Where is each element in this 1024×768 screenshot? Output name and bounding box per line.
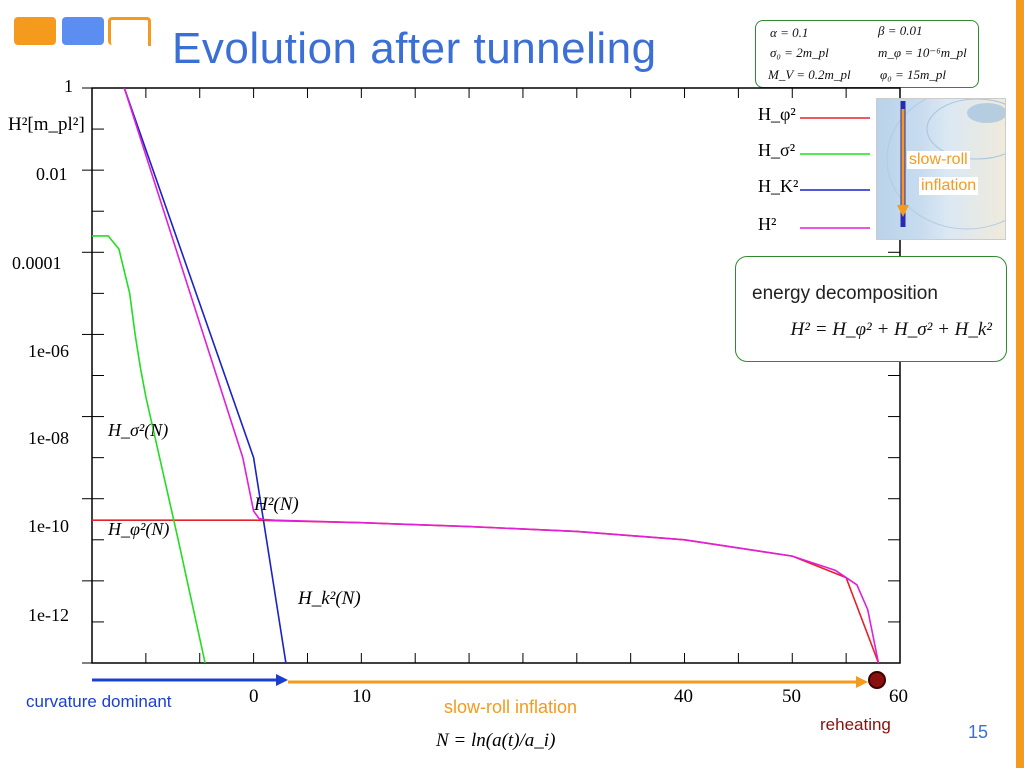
legend-swatches — [800, 117, 870, 229]
y-axis-label-text: H²[m_pl²] — [8, 114, 85, 135]
y-axis-label: H²[m_pl²] — [8, 114, 85, 136]
y-tick-1e-06: 1e-06 — [28, 341, 69, 361]
h-k-annotation: H_k²(N) — [298, 588, 361, 609]
x-tick-40: 40 — [674, 686, 693, 707]
slide-title: Evolution after tunneling — [172, 24, 657, 73]
param-mphi: m_φ = 10⁻⁶m_pl — [878, 45, 967, 60]
x-tick-10: 10 — [352, 686, 371, 707]
param-beta: β = 0.01 — [878, 23, 923, 38]
legend-label-h-sigma: H_σ² — [758, 140, 796, 160]
legend-label-h-k: H_K² — [758, 176, 799, 196]
y-tick-1e-08: 1e-08 — [28, 428, 69, 448]
series-line-h-total — [123, 88, 880, 663]
param-mv: M_V = 0.2m_pl — [768, 67, 851, 82]
slow-roll-label: slow-roll inflation — [444, 697, 578, 717]
y-tick-0.01: 0.01 — [36, 164, 68, 184]
energy-decomposition-box: energy decomposition H² = H_φ² + H_σ² + … — [735, 256, 1007, 362]
slow-roll-arrowhead — [856, 676, 868, 688]
h-total-annotation: H²(N) — [254, 494, 299, 515]
decor-block-orange — [14, 17, 56, 45]
param-phi0: φ₀ = 15m_pl — [880, 67, 946, 82]
x-tick-0: 0 — [249, 686, 259, 707]
decor-block-outline — [108, 17, 149, 45]
inset-label-line1: slow-roll — [907, 151, 970, 169]
y-tick-0.0001: 0.0001 — [12, 253, 62, 273]
thumbnail-contours — [886, 99, 1005, 230]
x-axis-label: N = ln(a(t)/a_i) — [436, 730, 556, 751]
h-phi-annotation: H_φ²(N) — [108, 519, 170, 539]
y-tick-1e-12: 1e-12 — [28, 605, 69, 625]
accent-bar — [1016, 0, 1024, 768]
parameter-box: α = 0.1 β = 0.01 σ₀ = 2m_pl m_φ = 10⁻⁶m_… — [755, 20, 979, 88]
energy-decomposition-formula: H² = H_φ² + H_σ² + H_k² — [790, 319, 992, 340]
energy-decomposition-title: energy decomposition — [752, 283, 938, 304]
potential-contour-thumbnail-icon: slow-roll inflation — [876, 98, 1006, 240]
legend-label-h-total: H² — [758, 214, 777, 234]
curvature-dominant-label: curvature dominant — [26, 692, 172, 711]
page-number: 15 — [968, 722, 989, 742]
h-sigma-annotation: H_σ²(N) — [108, 420, 169, 440]
param-sigma0: σ₀ = 2m_pl — [770, 45, 829, 60]
decor-block-blue — [62, 17, 104, 45]
y-tick-1: 1 — [64, 76, 73, 96]
curvature-dominant-arrowhead — [276, 674, 288, 686]
reheating-label: reheating — [820, 715, 891, 734]
y-tick-1e-10: 1e-10 — [28, 516, 69, 536]
series-line-h-phi — [92, 519, 880, 663]
decor-block-outline-right — [140, 17, 151, 46]
x-tick-60: 60 — [889, 686, 908, 707]
legend: H_φ² H_σ² H_K² H² — [748, 98, 878, 238]
series-line-h-k — [123, 88, 287, 663]
legend-label-h-phi: H_φ² — [758, 104, 796, 124]
reheating-marker — [868, 671, 886, 689]
inset-label-line2: inflation — [919, 177, 979, 195]
param-alpha: α = 0.1 — [770, 25, 809, 40]
x-tick-50: 50 — [782, 686, 801, 707]
series-line-h-sigma — [92, 235, 206, 663]
